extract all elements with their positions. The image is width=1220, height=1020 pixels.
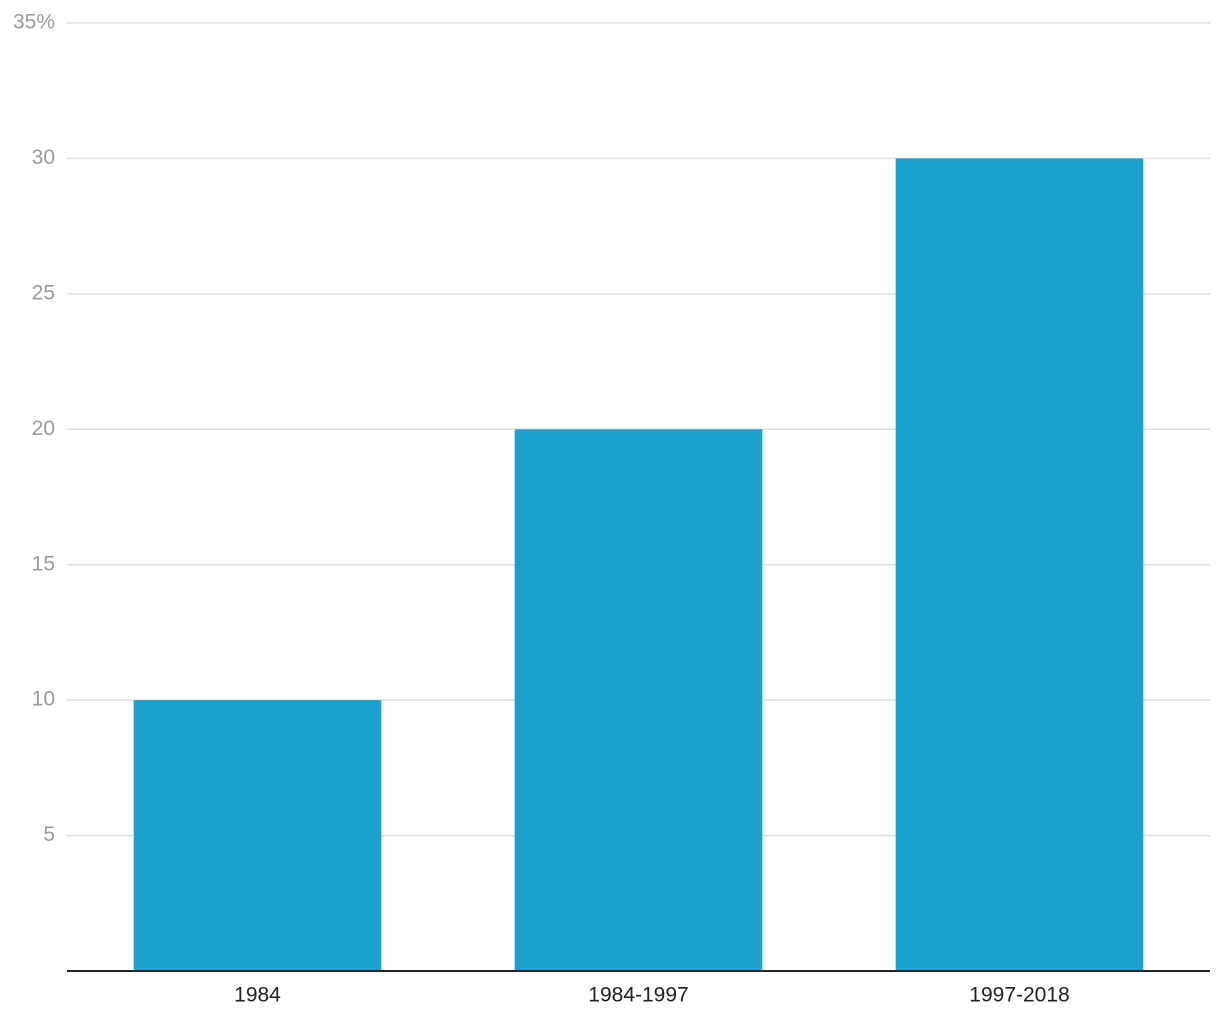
y-tick-label: 25 xyxy=(32,281,55,304)
y-tick-label: 35% xyxy=(13,11,55,34)
y-tick-label: 5 xyxy=(43,823,55,846)
x-tick-label: 1997-2018 xyxy=(969,984,1069,1007)
y-tick-label: 20 xyxy=(32,417,55,440)
x-tick-label: 1984 xyxy=(234,984,281,1007)
y-tick-label: 10 xyxy=(32,688,55,711)
x-tick-label: 1984-1997 xyxy=(588,984,688,1007)
y-tick-label: 30 xyxy=(32,146,55,169)
bar xyxy=(133,700,382,971)
bar xyxy=(895,158,1144,971)
y-tick-label: 15 xyxy=(32,552,55,575)
bar xyxy=(514,429,763,971)
